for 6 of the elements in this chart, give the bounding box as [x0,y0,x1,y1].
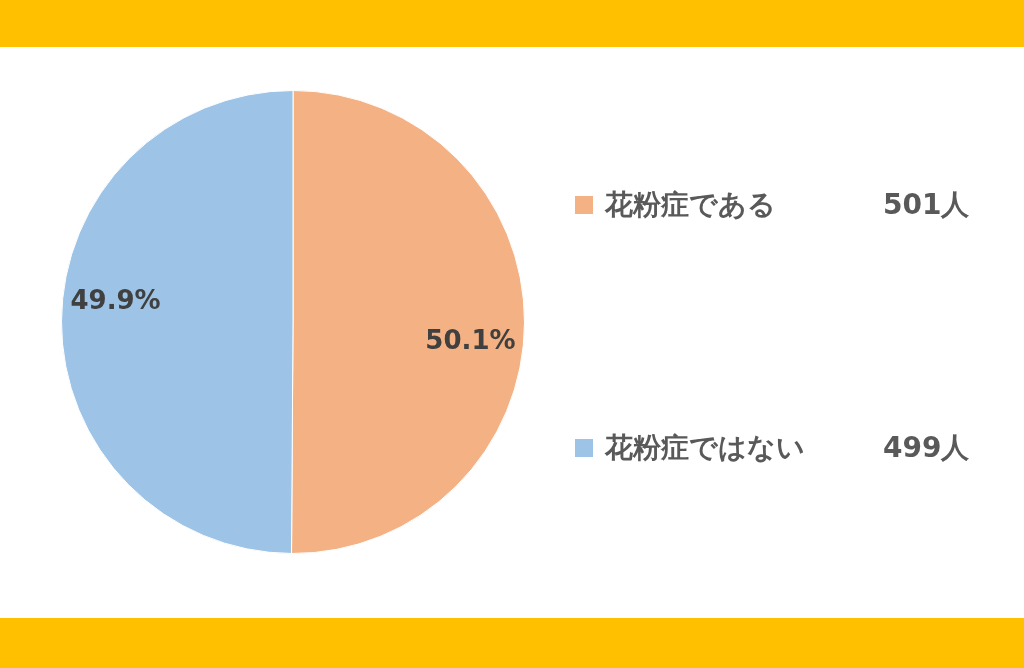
data-label: 50.1% [425,324,516,355]
legend-label: 花粉症である [605,187,776,223]
data-label: 49.9% [70,284,161,315]
text: 501人 [883,187,970,223]
legend-label: 花粉症ではない [605,430,805,466]
text: 499人 [883,430,970,466]
